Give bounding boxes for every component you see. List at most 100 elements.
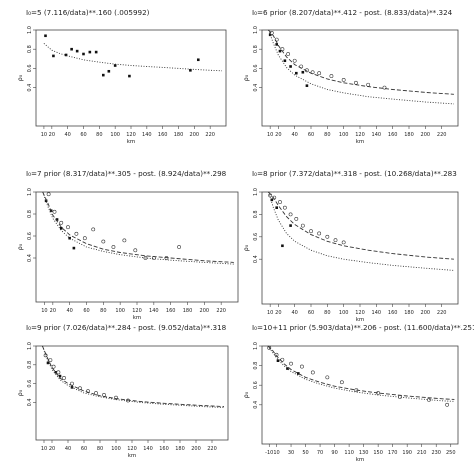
x-tick-label: 160 [166, 308, 176, 314]
x-tick-label: 180 [174, 132, 184, 138]
x-tick-label: 220 [216, 308, 226, 314]
y-tick-label: 1.0 [27, 188, 33, 196]
x-tick-label: 140 [143, 446, 153, 452]
x-tick-label: 80 [100, 308, 106, 314]
x-tick-label: 10 [267, 310, 273, 316]
data-point-open [59, 220, 64, 225]
x-tick-label: 40 [65, 446, 71, 452]
data-point-filled [270, 198, 274, 202]
x-tick-label: 250 [446, 450, 456, 456]
y-tick-label: 1.0 [253, 342, 259, 350]
x-tick-label: 20 [49, 446, 55, 452]
chart-panel-4: I₀=8 prior (7.372/data)**.318 - post. (1… [243, 169, 459, 323]
x-tick-label: 160 [158, 132, 168, 138]
y-tick-label: 1.0 [27, 342, 33, 350]
chart-panel-6: I₀=10+11 prior (5.903/data)**.206 - post… [243, 323, 474, 463]
data-point-filled [275, 206, 278, 209]
prior-curve [41, 345, 225, 409]
x-tick-label: 160 [388, 132, 398, 138]
data-point-filled [46, 361, 50, 365]
x-tick-label: 180 [404, 310, 414, 316]
data-point-filled [68, 236, 71, 240]
x-tick-label: 80 [324, 310, 330, 316]
data-point-open [288, 212, 293, 217]
x-tick-label: 210 [417, 450, 427, 456]
y-tick-label: 0.8 [27, 210, 33, 218]
data-point-filled [296, 372, 300, 375]
data-point-open [122, 238, 127, 243]
x-tick-label: 170 [388, 450, 398, 456]
x-tick-label: 10 [41, 446, 47, 452]
posterior-curve [41, 345, 225, 408]
data-point-open [52, 209, 57, 214]
y-tick-label: 0.4 [27, 84, 33, 92]
x-tick-label: 60 [308, 132, 314, 138]
x-tick-label: 10 [41, 308, 47, 314]
x-tick-label: 80 [324, 132, 330, 138]
chart-panel-2: I₀=6 prior (8.207/data)**.412 - post. (8… [243, 8, 459, 145]
chart-panel-1: I₀=5 (7.116/data)**.160 (.005992) 10 20 40 6… [17, 8, 227, 145]
x-tick-label: 200 [421, 310, 431, 316]
data-point-open [101, 239, 106, 244]
data-point-open [300, 223, 305, 228]
prior-curve [268, 29, 454, 105]
data-point-open [309, 229, 313, 234]
data-point-open [133, 248, 138, 253]
y-tick-label: 1.0 [253, 188, 259, 196]
data-point-filled [72, 246, 76, 250]
data-point-open [300, 364, 304, 369]
data-point-filled [107, 69, 111, 73]
data-point-filled [289, 224, 292, 227]
x-tick-label: 100 [115, 308, 125, 314]
data-point-filled [301, 70, 305, 74]
x-tick-label: 20 [49, 132, 55, 138]
chart-title: I₀=9 prior (7.026/data)**.284 - post. (9… [26, 323, 227, 332]
prior-curve [267, 345, 455, 402]
x-tick-label: 220 [205, 132, 215, 138]
data-point-open [111, 245, 116, 249]
x-tick-label: 160 [388, 310, 398, 316]
x-tick-label: 120 [126, 132, 136, 138]
chart-title: I₀=7 prior (8.317/data)**.305 - post. (8… [26, 169, 227, 178]
prior-curve [43, 43, 223, 72]
x-tick-label: 10 [267, 132, 273, 138]
x-tick-label: 150 [373, 450, 383, 456]
y-axis-label: ρ₀ [17, 243, 24, 250]
y-axis-label: ρ₀ [243, 244, 250, 251]
data-point-open [310, 370, 315, 375]
y-axis-label: ρ₀ [17, 389, 24, 396]
x-tick-label: 40 [291, 132, 297, 138]
y-tick-label: 1.0 [27, 26, 33, 34]
data-point-filled [196, 58, 200, 62]
prior-curve [42, 191, 234, 265]
x-tick-label: 120 [355, 310, 365, 316]
x-tick-label: 220 [207, 446, 217, 452]
x-tick-label: 100 [110, 132, 120, 138]
data-point-filled [55, 218, 59, 221]
data-point-filled [295, 71, 298, 75]
x-tick-label: 200 [191, 446, 201, 452]
x-tick-label: -10 [265, 450, 273, 456]
x-tick-label: 100 [339, 132, 349, 138]
data-point-open [292, 58, 297, 63]
data-point-filled [52, 54, 55, 58]
data-point-open [56, 370, 61, 375]
x-tick-label: 200 [190, 132, 200, 138]
x-tick-label: 40 [64, 132, 70, 138]
chart-panel-5: I₀=9 prior (7.026/data)**.284 - post. (9… [17, 323, 229, 459]
x-tick-label: 50 [302, 450, 308, 456]
data-point-open [51, 364, 56, 369]
data-point-open [282, 205, 287, 210]
x-tick-label: 220 [437, 132, 447, 138]
data-point-filled [75, 49, 79, 53]
data-point-open [286, 52, 291, 56]
data-point-filled [59, 227, 63, 230]
prior-curve [268, 191, 454, 271]
data-point-filled [275, 43, 278, 46]
x-tick-label: 70 [317, 450, 323, 456]
y-tick-label: 0.6 [253, 64, 259, 72]
x-tick-label: 20 [275, 132, 281, 138]
plot-frame [261, 191, 459, 305]
data-point-open [278, 200, 282, 204]
